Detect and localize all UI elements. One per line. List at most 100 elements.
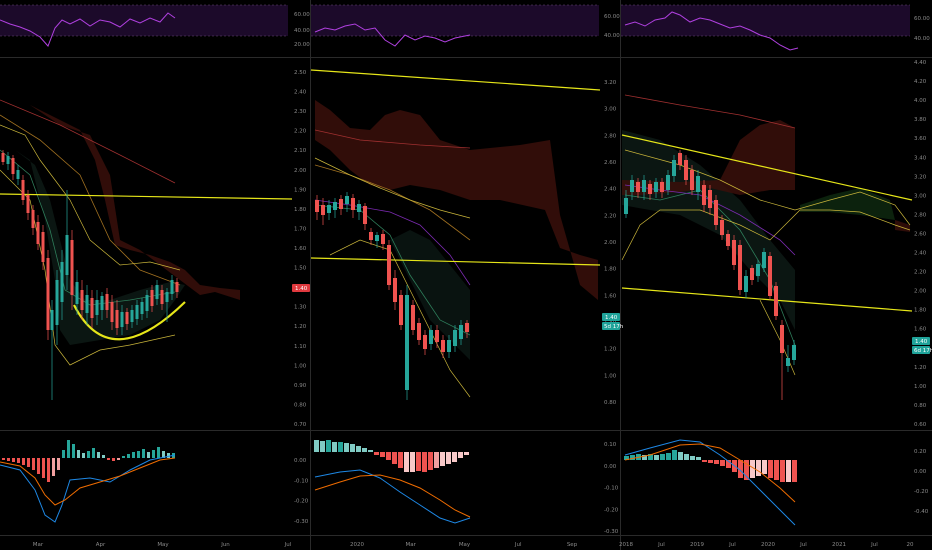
ma-fast — [0, 149, 176, 306]
candlesticks-monthly — [624, 150, 796, 400]
macd-axis-label: -0.20 — [914, 489, 929, 495]
macd-histogram-daily — [2, 440, 175, 482]
price-axis-label: 1.50 — [294, 266, 307, 272]
bollinger-upper — [314, 157, 471, 219]
bar-countdown-badge — [602, 322, 620, 330]
cup-pattern-curve — [73, 301, 186, 341]
price-axis-label: 4.40 — [914, 60, 927, 66]
price-axis-label: 1.80 — [914, 308, 927, 314]
time-axis-label: 2020 — [350, 542, 364, 548]
candlesticks-weekly — [315, 192, 469, 400]
time-axis-label: 20 — [907, 542, 914, 548]
price-axis-label: 3.40 — [914, 155, 927, 161]
macd-axis-label: -0.20 — [604, 507, 619, 513]
time-axis-label: Jul — [870, 542, 878, 548]
time-axis-label: 2021 — [832, 542, 846, 548]
bar-countdown-value: 5d 17h — [604, 324, 624, 330]
monthly-chart-panel[interactable] — [621, 4, 913, 526]
price-axis-label: 4.00 — [914, 98, 927, 104]
price-axis-label: 0.80 — [914, 403, 927, 409]
price-axis-label: 1.60 — [294, 246, 307, 252]
price-axis-label: 1.60 — [914, 327, 927, 333]
signal-line — [624, 443, 796, 503]
macd-axis-label: 0.20 — [914, 449, 927, 455]
price-axis-label: 1.80 — [294, 207, 307, 213]
macd-axis-label: 0.10 — [604, 442, 617, 448]
price-axis-label: 2.60 — [604, 160, 617, 166]
time-axis-label: Jul — [728, 542, 736, 548]
time-axis-label: Jul — [514, 542, 522, 548]
macd-axis-label: -0.30 — [604, 529, 619, 535]
daily-chart-panel[interactable] — [0, 4, 293, 523]
rsi-axis-label: 60.00 — [294, 12, 310, 18]
price-axis-label: 0.70 — [294, 422, 307, 428]
price-axis-label: 0.80 — [294, 402, 307, 408]
macd-axis-label: -0.40 — [914, 509, 929, 515]
time-axis-label: Mar — [406, 542, 417, 548]
rsi-line — [624, 11, 799, 51]
time-axis-label: 2018 — [619, 542, 633, 548]
price-axis-label: 2.20 — [914, 270, 927, 276]
price-axis-label: 3.20 — [604, 80, 617, 86]
price-axis-label: 2.80 — [604, 133, 617, 139]
signal-line — [314, 474, 471, 518]
price-axis-label: 3.20 — [914, 174, 927, 180]
trendline-lower — [310, 257, 601, 266]
price-axis-label: 2.20 — [294, 129, 307, 135]
ichimoku-cloud — [622, 120, 795, 195]
macd-line — [0, 454, 176, 523]
ma-purple — [314, 199, 471, 286]
price-axis-label: 2.80 — [914, 212, 927, 218]
time-axis-label: Jul — [799, 542, 807, 548]
price-axis-label: 3.00 — [604, 107, 617, 113]
rsi-band — [621, 5, 910, 36]
macd-axis-label: 0.00 — [914, 469, 927, 475]
bar-countdown-value: 6d 17h — [914, 348, 932, 354]
macd-axis-label: -0.30 — [294, 519, 309, 525]
price-axis-label: 1.00 — [604, 373, 617, 379]
trendline-lower — [621, 287, 913, 312]
trendline-upper — [310, 69, 601, 91]
current-price-value: 1.40 — [295, 286, 308, 292]
price-axis-label: 1.70 — [294, 226, 307, 232]
time-axis-label: Mar — [33, 542, 44, 548]
price-axis-label: 1.90 — [294, 187, 307, 193]
ma-mid — [0, 114, 181, 286]
price-axis-label: 2.30 — [294, 109, 307, 115]
price-axis-label: 1.00 — [294, 363, 307, 369]
ma-slow — [0, 99, 176, 184]
current-price-value: 1.40 — [605, 315, 618, 321]
rsi-axis-label: 40.00 — [294, 28, 310, 34]
price-axis-label: 2.20 — [604, 213, 617, 219]
rsi-axis-label: 40.00 — [914, 36, 930, 42]
time-axis-label: May — [157, 542, 169, 548]
price-axis-label: 2.00 — [294, 168, 307, 174]
current-price-badge — [292, 284, 310, 292]
price-axis-label: 2.50 — [294, 70, 307, 76]
axis-labels: 60.00 40.00 20.00 2.50 2.40 2.30 2.20 2.10 2.00 1… — [33, 12, 932, 548]
price-axis-label: 1.30 — [294, 305, 307, 311]
macd-axis-label: 0.00 — [604, 464, 617, 470]
weekly-chart-panel[interactable] — [310, 4, 601, 524]
macd-axis-label: -0.10 — [604, 486, 619, 492]
trendline-horizontal — [0, 193, 293, 200]
rsi-line — [0, 12, 176, 47]
current-price-badge — [912, 337, 930, 345]
price-axis-label: 1.20 — [914, 365, 927, 371]
bollinger-upper — [0, 124, 181, 271]
rsi-band — [311, 5, 599, 36]
price-axis-label: 1.00 — [914, 384, 927, 390]
time-axis-label: Jul — [284, 542, 292, 548]
price-axis-label: 2.00 — [604, 240, 617, 246]
ichimoku-cloud — [315, 100, 598, 300]
ma-mid — [314, 164, 471, 241]
macd-line — [624, 439, 796, 526]
price-axis-label: 1.80 — [604, 267, 617, 273]
rsi-axis-label: 60.00 — [914, 16, 930, 22]
time-axis-label: 2020 — [761, 542, 775, 548]
price-axis-label: 3.60 — [914, 136, 927, 142]
time-axis-label: Jul — [657, 542, 665, 548]
rsi-axis-label: 40.00 — [604, 33, 620, 39]
signal-line — [0, 457, 176, 506]
